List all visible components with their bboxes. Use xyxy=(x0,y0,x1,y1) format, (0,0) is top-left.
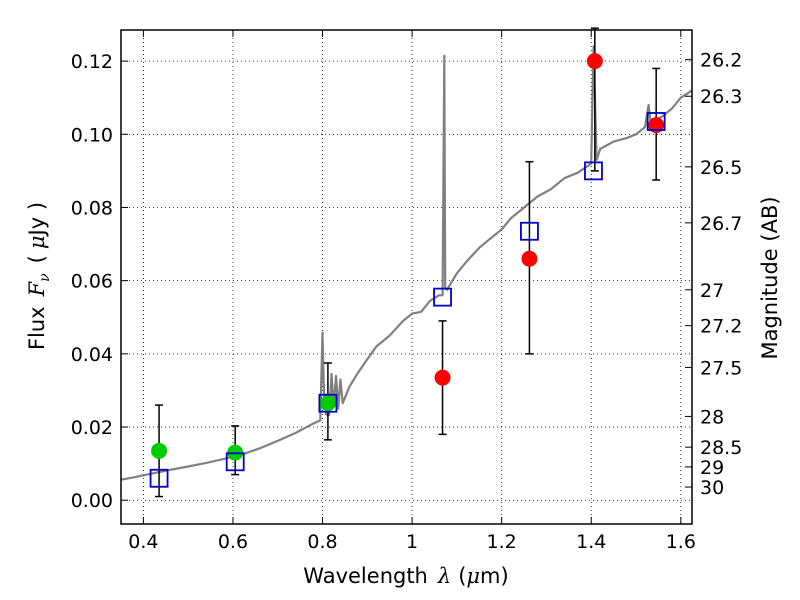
y-axis-title-subscript: ν xyxy=(37,273,53,282)
model-square xyxy=(646,112,666,131)
model-square xyxy=(520,221,539,241)
plot-frame xyxy=(120,29,693,525)
x-tick-label: 0.4 xyxy=(128,531,158,553)
magnitude-tick-label: 28.5 xyxy=(700,437,742,459)
data-point xyxy=(586,53,603,70)
y-axis-title-unit-rest: Jy ) xyxy=(25,202,49,238)
magnitude-tick-label: 27.5 xyxy=(700,357,742,379)
magnitude-tick-label: 30 xyxy=(700,477,724,499)
magnitude-tick-label: 29 xyxy=(700,457,724,479)
y-axis-title-unit-open: ( xyxy=(25,255,49,263)
y-tick-label: 0.06 xyxy=(71,271,113,293)
model-square xyxy=(584,161,603,181)
y-axis-title-prefix: Flux xyxy=(25,306,49,350)
magnitude-tick-label: 26.7 xyxy=(700,213,742,235)
magnitude-tick-label: 27.2 xyxy=(700,316,742,338)
data-point xyxy=(151,442,168,459)
x-axis: 0.4 0.6 0.8 1 1.2 1.4 1.6 xyxy=(128,30,696,553)
x-tick-label: 1.2 xyxy=(487,531,517,553)
y2-axis-title: Magnitude (AB) xyxy=(758,196,782,359)
magnitude-tick-label: 27 xyxy=(700,280,724,302)
x-tick-label: 1 xyxy=(406,531,418,553)
magnitude-tick-label: 26.3 xyxy=(700,86,742,108)
x-axis-title-unit-rest: m) xyxy=(480,564,509,588)
x-tick-label: 0.8 xyxy=(307,531,337,553)
data-point xyxy=(434,369,451,386)
y-axis: 0.00 0.02 0.04 0.06 0.08 0.10 0.12 xyxy=(71,51,128,512)
y-tick-label: 0.02 xyxy=(71,417,113,439)
magnitude-tick-label: 26.5 xyxy=(700,157,742,179)
y-axis-title: Flux Fν ( μJy ) xyxy=(25,202,53,350)
y-tick-label: 0.12 xyxy=(71,51,113,73)
x-tick-label: 0.6 xyxy=(218,531,248,553)
data-point xyxy=(319,395,336,412)
magnitude-tick-label: 28 xyxy=(700,406,724,428)
model-square xyxy=(433,287,452,307)
y-tick-label: 0.04 xyxy=(71,344,113,366)
x-axis-title-unit-open: ( xyxy=(458,564,466,588)
model-square xyxy=(318,393,338,413)
x-tick-label: 1.4 xyxy=(576,531,606,553)
x-axis-title-unit-mu: μ xyxy=(466,564,480,588)
x-axis-title-symbol: λ xyxy=(437,564,451,588)
y-tick-label: 0.10 xyxy=(71,124,113,146)
markers-layer xyxy=(149,53,666,488)
x-axis-title-prefix: Wavelength xyxy=(303,564,428,588)
y-axis-title-symbol: F xyxy=(25,280,49,297)
y-axis-title-unit-mu: μ xyxy=(25,235,49,249)
y-tick-label: 0.00 xyxy=(71,490,113,512)
y-tick-label: 0.08 xyxy=(71,197,113,219)
data-point xyxy=(521,250,538,267)
x-tick-label: 1.6 xyxy=(666,531,696,553)
magnitude-tick-label: 26.2 xyxy=(700,50,742,72)
model-square xyxy=(149,468,169,488)
model-square xyxy=(225,452,245,472)
x-axis-title: Wavelength λ (μm) xyxy=(303,564,508,588)
